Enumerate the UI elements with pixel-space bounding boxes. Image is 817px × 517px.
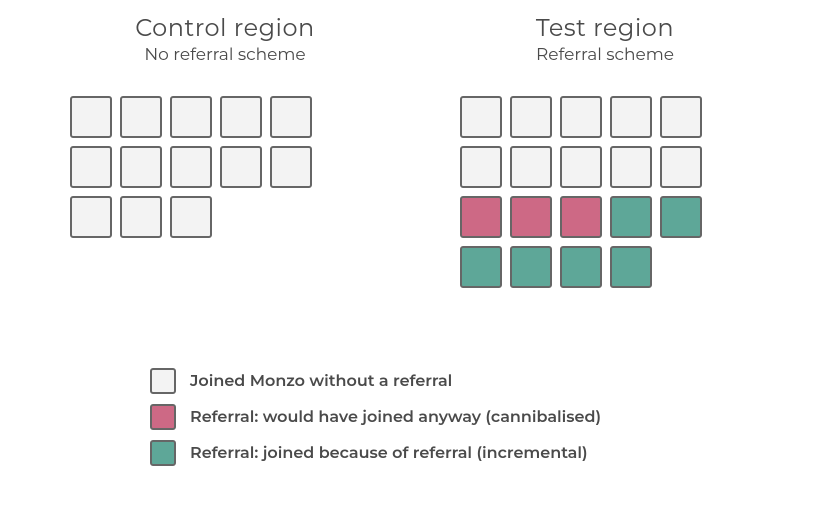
box-cannibalised	[460, 196, 502, 238]
box-incremental	[610, 196, 652, 238]
control-grid-row	[70, 196, 312, 238]
box-incremental	[560, 246, 602, 288]
box-empty	[220, 96, 262, 138]
box-empty	[70, 196, 112, 238]
box-empty	[220, 146, 262, 188]
test-grid-row	[460, 96, 702, 138]
test-grid-row	[460, 246, 702, 288]
test-grid-row	[460, 146, 702, 188]
box-empty	[560, 96, 602, 138]
legend-label: Referral: would have joined anyway (cann…	[190, 408, 601, 427]
box-empty	[460, 146, 502, 188]
box-empty	[70, 96, 112, 138]
control-region-header: Control region No referral scheme	[70, 14, 380, 65]
test-region-title: Test region	[450, 14, 760, 43]
control-region-grid	[70, 96, 312, 238]
test-region-grid	[460, 96, 702, 288]
box-incremental	[460, 246, 502, 288]
control-grid-row	[70, 146, 312, 188]
legend-swatch-cannibalised	[150, 404, 176, 430]
test-grid-row	[460, 196, 702, 238]
box-empty	[610, 146, 652, 188]
box-empty	[120, 96, 162, 138]
box-empty	[120, 196, 162, 238]
control-grid-row	[70, 96, 312, 138]
box-empty	[460, 96, 502, 138]
box-incremental	[610, 246, 652, 288]
legend-item-cannibalised: Referral: would have joined anyway (cann…	[150, 404, 601, 430]
legend-item-incremental: Referral: joined because of referral (in…	[150, 440, 601, 466]
box-cannibalised	[510, 196, 552, 238]
box-empty	[660, 96, 702, 138]
legend-swatch-empty	[150, 368, 176, 394]
box-empty	[120, 146, 162, 188]
box-empty	[170, 196, 212, 238]
box-empty	[270, 96, 312, 138]
control-region-subtitle: No referral scheme	[70, 45, 380, 65]
box-empty	[170, 146, 212, 188]
test-region-header: Test region Referral scheme	[450, 14, 760, 65]
infographic-canvas: Control region No referral scheme Test r…	[0, 0, 817, 517]
box-cannibalised	[560, 196, 602, 238]
test-region-subtitle: Referral scheme	[450, 45, 760, 65]
box-empty	[610, 96, 652, 138]
box-empty	[660, 146, 702, 188]
legend-label: Referral: joined because of referral (in…	[190, 444, 588, 463]
legend-label: Joined Monzo without a referral	[190, 372, 452, 391]
box-empty	[510, 96, 552, 138]
box-empty	[510, 146, 552, 188]
box-empty	[270, 146, 312, 188]
legend-swatch-incremental	[150, 440, 176, 466]
control-region-title: Control region	[70, 14, 380, 43]
legend-item-empty: Joined Monzo without a referral	[150, 368, 601, 394]
box-incremental	[510, 246, 552, 288]
box-empty	[170, 96, 212, 138]
box-empty	[70, 146, 112, 188]
box-incremental	[660, 196, 702, 238]
box-empty	[560, 146, 602, 188]
legend: Joined Monzo without a referral Referral:…	[150, 368, 601, 466]
